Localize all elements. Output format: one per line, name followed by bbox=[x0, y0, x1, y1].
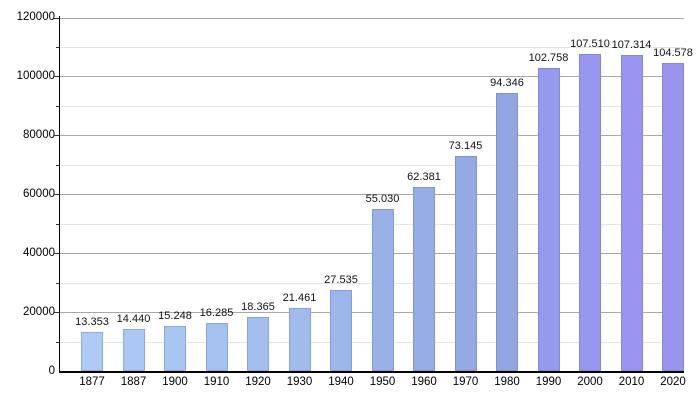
x-axis-label-1920: 1920 bbox=[245, 376, 271, 388]
minor-gridline-70000 bbox=[60, 164, 684, 166]
x-axis-label-1940: 1940 bbox=[328, 376, 354, 388]
bar-1990 bbox=[537, 68, 560, 371]
bar-1940 bbox=[330, 289, 352, 371]
minor-gridline-90000 bbox=[60, 105, 684, 107]
major-gridline-120000 bbox=[60, 17, 684, 19]
y-axis-label-120000: 120000 bbox=[16, 11, 55, 23]
y-tick-110000 bbox=[56, 47, 60, 48]
major-gridline-60000 bbox=[60, 194, 684, 196]
value-label-2020: 104.578 bbox=[653, 46, 693, 59]
value-label-1920: 18.365 bbox=[241, 300, 275, 313]
value-label-1930: 21.461 bbox=[282, 291, 317, 304]
value-label-1940: 27.535 bbox=[324, 273, 358, 286]
x-axis-label-2010: 2010 bbox=[618, 376, 645, 388]
y-tick-70000 bbox=[56, 164, 60, 166]
x-axis-label-2000: 2000 bbox=[577, 376, 603, 388]
value-label-2000: 107.510 bbox=[570, 38, 610, 51]
value-label-1900: 15.248 bbox=[158, 310, 192, 323]
x-axis-label-1960: 1960 bbox=[411, 376, 437, 388]
x-axis-label-1950: 1950 bbox=[369, 376, 396, 388]
x-axis-label-1990: 1990 bbox=[535, 376, 562, 388]
major-gridline-80000 bbox=[60, 135, 684, 137]
bar-1910 bbox=[205, 323, 228, 371]
x-axis-label-1970: 1970 bbox=[452, 376, 479, 388]
value-label-1887: 14.440 bbox=[116, 312, 151, 325]
x-axis-label-1980: 1980 bbox=[494, 376, 520, 388]
x-axis-label-2020: 2020 bbox=[660, 376, 686, 388]
y-tick-100000 bbox=[54, 76, 60, 78]
bar-1980 bbox=[496, 93, 518, 371]
bar-1920 bbox=[247, 316, 269, 371]
value-label-1970: 73.145 bbox=[448, 139, 483, 152]
y-axis-label-0: 0 bbox=[48, 364, 55, 377]
bar-1877 bbox=[81, 331, 103, 371]
value-label-1960: 62.381 bbox=[407, 171, 441, 184]
y-axis-label-60000: 60000 bbox=[23, 187, 55, 200]
y-tick-120000 bbox=[54, 17, 60, 19]
x-axis-line bbox=[58, 371, 684, 373]
y-tick-80000 bbox=[54, 135, 60, 137]
bar-1930 bbox=[288, 307, 311, 371]
value-label-1910: 16.285 bbox=[199, 307, 234, 319]
y-tick-60000 bbox=[54, 194, 60, 196]
y-axis-label-20000: 20000 bbox=[23, 305, 55, 318]
major-gridline-100000 bbox=[60, 76, 684, 78]
bar-2010 bbox=[620, 54, 643, 371]
y-tick-50000 bbox=[56, 223, 60, 225]
x-axis-label-1887: 1887 bbox=[120, 376, 147, 388]
y-tick-10000 bbox=[56, 341, 60, 343]
x-axis-label-1877: 1877 bbox=[79, 376, 105, 388]
y-axis-label-80000: 80000 bbox=[23, 128, 55, 141]
bar-1950 bbox=[371, 208, 394, 371]
y-tick-90000 bbox=[56, 105, 60, 107]
bar-1970 bbox=[454, 155, 477, 371]
y-tick-40000 bbox=[54, 253, 60, 255]
value-label-1877: 13.353 bbox=[75, 315, 109, 328]
x-axis-label-1900: 1900 bbox=[162, 376, 188, 388]
value-label-2010: 107.314 bbox=[611, 38, 652, 51]
value-label-1980: 94.346 bbox=[490, 77, 524, 90]
x-axis-label-1910: 1910 bbox=[203, 376, 230, 388]
y-tick-30000 bbox=[56, 282, 60, 284]
bar-2000 bbox=[579, 54, 601, 371]
minor-gridline-110000 bbox=[60, 47, 684, 48]
bar-1887 bbox=[122, 328, 145, 371]
bar-1900 bbox=[164, 326, 186, 371]
y-axis-label-40000: 40000 bbox=[23, 246, 55, 259]
y-axis-line bbox=[58, 16, 60, 372]
y-tick-20000 bbox=[54, 312, 60, 314]
y-axis-label-100000: 100000 bbox=[16, 69, 55, 82]
bar-2020 bbox=[662, 62, 684, 371]
value-label-1950: 55.030 bbox=[365, 192, 400, 205]
x-axis-label-1930: 1930 bbox=[286, 376, 313, 388]
value-label-1990: 102.758 bbox=[528, 52, 569, 65]
bar-1960 bbox=[413, 187, 435, 371]
